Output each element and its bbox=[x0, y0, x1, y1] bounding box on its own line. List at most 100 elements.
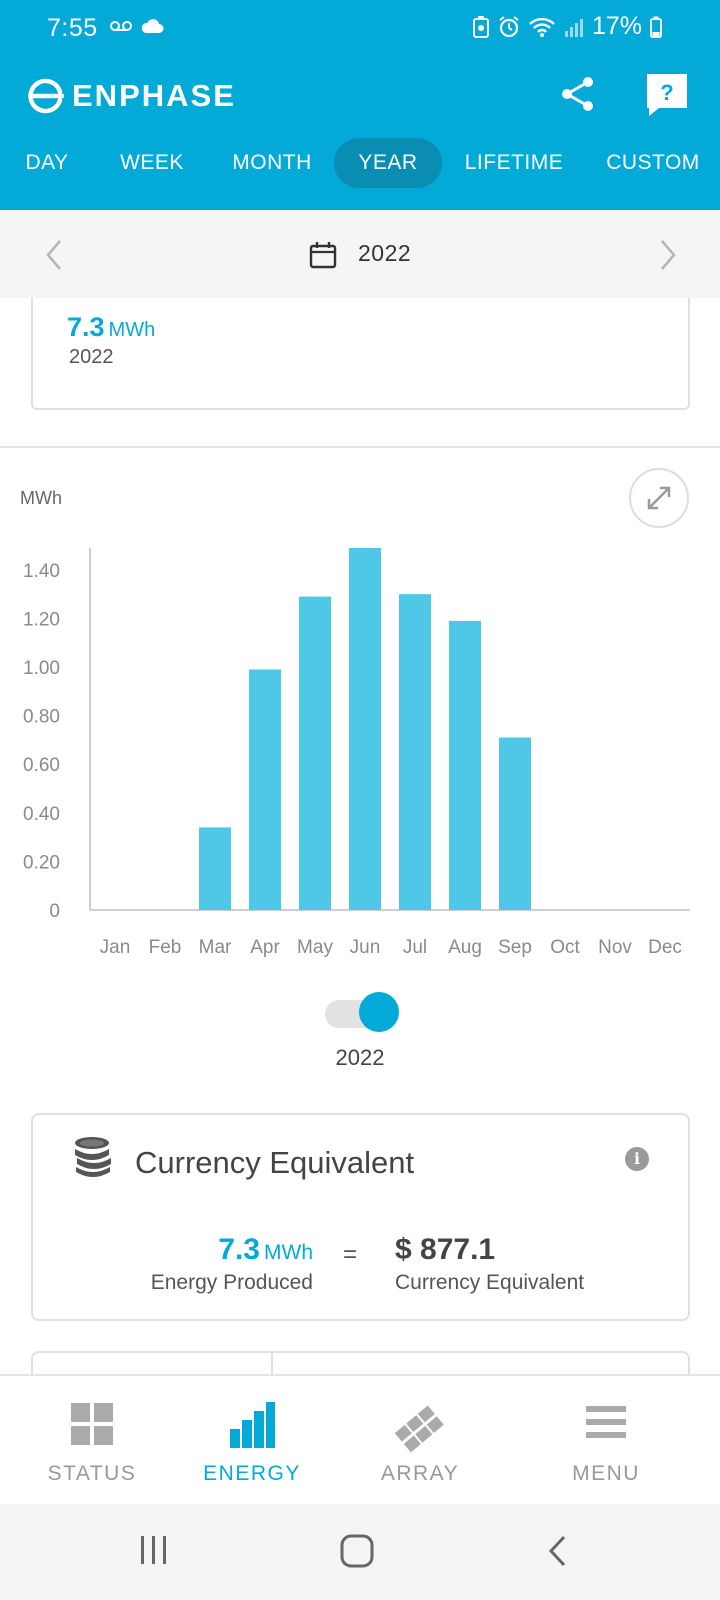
y-tick-label: 0 bbox=[49, 901, 60, 922]
x-tick-label: Mar bbox=[199, 937, 232, 958]
status-right-icons: 17% bbox=[472, 12, 662, 41]
nav-menu-label: MENU bbox=[572, 1462, 640, 1485]
svg-text:?: ? bbox=[660, 80, 673, 105]
nav-menu[interactable]: MENU bbox=[536, 1376, 676, 1506]
currency-value: $ 877.1 bbox=[395, 1233, 496, 1266]
nav-status[interactable]: STATUS bbox=[22, 1376, 162, 1506]
y-tick-label: 1.20 bbox=[23, 609, 60, 630]
energy-produced-value: 7.3 MWh bbox=[133, 1233, 313, 1267]
back-button[interactable] bbox=[546, 1534, 570, 1568]
battery-percent: 17% bbox=[591, 12, 642, 40]
next-card-divider bbox=[271, 1353, 273, 1383]
expand-icon bbox=[647, 486, 671, 510]
system-navigation-bar bbox=[0, 1504, 720, 1600]
tab-lifetime[interactable]: LIFETIME bbox=[464, 151, 564, 174]
bar-mar bbox=[199, 827, 231, 910]
signal-icon bbox=[564, 18, 583, 37]
help-icon: ? bbox=[647, 74, 687, 116]
info-icon[interactable]: i bbox=[625, 1147, 649, 1171]
year-series-toggle[interactable] bbox=[325, 992, 399, 1032]
brand-name: ENPHASE bbox=[72, 78, 236, 113]
next-period-button[interactable] bbox=[652, 238, 682, 272]
currency-value-label: Currency Equivalent bbox=[395, 1271, 585, 1294]
help-button[interactable]: ? bbox=[645, 72, 689, 116]
share-button[interactable] bbox=[558, 74, 598, 114]
chart-unit-label: MWh bbox=[20, 488, 62, 508]
nav-energy[interactable]: ENERGY bbox=[182, 1376, 322, 1506]
equals-sign: = bbox=[343, 1241, 358, 1268]
summary-energy-unit: MWh bbox=[108, 319, 156, 341]
calendar-icon[interactable] bbox=[309, 241, 337, 269]
status-time: 7:55 bbox=[47, 14, 98, 42]
tab-day[interactable]: DAY bbox=[25, 151, 69, 174]
bar-may bbox=[299, 596, 331, 910]
bottom-navigation: STATUS ENERGY ARRAY MENU bbox=[0, 1374, 720, 1504]
share-icon bbox=[562, 77, 593, 111]
status-left-icons bbox=[110, 18, 164, 34]
toggle-knob bbox=[359, 992, 399, 1032]
y-tick-label: 0.20 bbox=[23, 852, 60, 873]
solar-panels-icon bbox=[394, 1405, 444, 1453]
currency-title: Currency Equivalent bbox=[135, 1145, 415, 1180]
x-tick-label: Sep bbox=[498, 937, 532, 958]
energy-produced-label: Energy Produced bbox=[150, 1271, 313, 1294]
y-tick-label: 0.60 bbox=[23, 755, 60, 776]
x-tick-label: Jun bbox=[350, 937, 381, 958]
bar-chart-icon bbox=[230, 1402, 275, 1448]
enphase-logo-icon bbox=[28, 78, 64, 114]
selected-period[interactable]: 2022 bbox=[358, 240, 412, 266]
bar-sep bbox=[499, 737, 531, 910]
toggle-label: 2022 bbox=[335, 1045, 385, 1070]
y-tick-label: 0.80 bbox=[23, 707, 60, 728]
previous-period-button[interactable] bbox=[40, 238, 70, 272]
recent-apps-button[interactable] bbox=[138, 1534, 170, 1566]
summary-energy-value: 7.3 bbox=[67, 312, 105, 342]
x-tick-label: Aug bbox=[448, 937, 482, 958]
chevron-right-icon bbox=[661, 240, 676, 270]
nav-array[interactable]: ARRAY bbox=[350, 1376, 490, 1506]
x-tick-label: Dec bbox=[648, 937, 682, 958]
home-button[interactable] bbox=[340, 1534, 374, 1568]
energy-produced-number: 7.3 bbox=[218, 1233, 260, 1266]
voicemail-icon bbox=[110, 21, 132, 31]
enphase-logo: ENPHASE bbox=[28, 78, 236, 114]
nav-status-label: STATUS bbox=[47, 1462, 137, 1485]
bar-apr bbox=[249, 669, 281, 910]
date-navigator: 2022 bbox=[0, 210, 720, 298]
nav-array-label: ARRAY bbox=[380, 1462, 460, 1485]
wifi-icon bbox=[529, 17, 555, 37]
tab-month[interactable]: MONTH bbox=[232, 151, 312, 174]
battery-saver-icon bbox=[472, 15, 489, 38]
grid-icon bbox=[71, 1403, 113, 1445]
tab-year[interactable]: YEAR bbox=[334, 138, 442, 188]
currency-equivalent-card: Currency Equivalent i 7.3 MWh Energy Prod… bbox=[31, 1113, 690, 1321]
y-tick-label: 1.00 bbox=[23, 658, 60, 679]
app-header: ENPHASE ? DAY WEEK MONTH YEAR LIFETIME C… bbox=[0, 58, 720, 210]
energy-bar-chart: 0 0.20 0.40 0.60 0.80 1.00 1.20 1.40 Jan Feb Mar Ap… bbox=[23, 548, 690, 958]
expand-chart-button[interactable] bbox=[629, 468, 689, 528]
x-tick-label: Jan bbox=[100, 937, 131, 958]
summary-period: 2022 bbox=[69, 346, 114, 368]
bar-jul bbox=[399, 594, 431, 910]
next-card-partial bbox=[31, 1351, 690, 1383]
x-tick-label: Apr bbox=[250, 937, 280, 958]
summary-energy: 7.3 MWh bbox=[67, 312, 155, 343]
period-tabs: DAY WEEK MONTH YEAR LIFETIME CUSTOM bbox=[0, 138, 720, 188]
coins-icon bbox=[75, 1137, 111, 1177]
x-tick-label: May bbox=[297, 937, 333, 958]
x-tick-label: Jul bbox=[403, 937, 427, 958]
chevron-left-icon bbox=[46, 240, 61, 270]
battery-icon bbox=[650, 16, 662, 38]
x-tick-label: Nov bbox=[598, 937, 632, 958]
tab-custom[interactable]: CUSTOM bbox=[606, 151, 700, 174]
bar-jun bbox=[349, 548, 381, 910]
section-divider bbox=[0, 446, 720, 448]
x-tick-label: Feb bbox=[149, 937, 182, 958]
nav-energy-label: ENERGY bbox=[203, 1462, 301, 1485]
y-tick-label: 1.40 bbox=[23, 561, 60, 582]
tab-week[interactable]: WEEK bbox=[120, 151, 184, 174]
bar-aug bbox=[449, 620, 481, 910]
alarm-icon bbox=[499, 15, 519, 37]
energy-produced-unit: MWh bbox=[264, 1241, 313, 1264]
y-tick-label: 0.40 bbox=[23, 804, 60, 825]
